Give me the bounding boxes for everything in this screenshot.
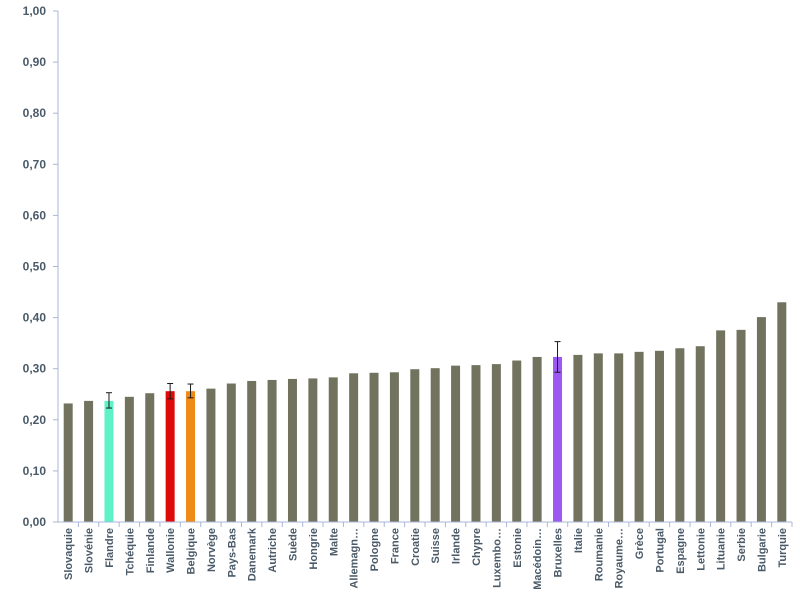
x-tick-label: Royaume… — [614, 528, 626, 589]
bar-10 — [247, 380, 257, 522]
x-tick-label: Belgique — [186, 528, 198, 574]
bar-6 — [165, 391, 175, 522]
x-tick-label: Irlande — [451, 528, 463, 564]
x-tick-label: Turquie — [777, 528, 789, 568]
bar-31 — [675, 348, 685, 522]
x-tick-label: Malte — [328, 528, 340, 556]
x-tick-label: Espagne — [675, 528, 687, 574]
bar-2 — [84, 400, 94, 522]
bar-34 — [736, 329, 746, 522]
bar-27 — [593, 353, 603, 522]
x-tick-label: Roumanie — [593, 528, 605, 581]
bar-21 — [471, 365, 481, 522]
bar-36 — [777, 302, 787, 522]
bar-22 — [491, 364, 501, 522]
x-tick-label: Suisse — [430, 528, 442, 563]
bar-9 — [226, 383, 236, 522]
x-tick-label: Danemark — [247, 527, 259, 581]
bar-19 — [430, 368, 440, 522]
bar-16 — [369, 372, 379, 522]
x-tick-label: Pologne — [369, 528, 381, 571]
x-tick-label: Portugal — [654, 528, 666, 573]
error-bars — [105, 341, 561, 409]
bar-33 — [716, 330, 726, 522]
x-tick-label: Slovénie — [84, 528, 96, 573]
x-tick-label: France — [389, 528, 401, 564]
x-axis-ticks: Slovaquie Slovénie Flandre Tchéquie Finlande… — [63, 522, 793, 590]
y-tick-label: 1,00 — [23, 4, 47, 18]
x-tick-label: Macédoin… — [532, 528, 544, 590]
y-tick-label: 0,40 — [23, 311, 47, 325]
y-tick-label: 0,90 — [23, 55, 47, 69]
bar-26 — [573, 354, 583, 522]
y-tick-label: 0,00 — [23, 515, 47, 529]
x-tick-label: Croatie — [410, 528, 422, 566]
error-bar — [187, 383, 194, 399]
x-tick-label: Tchéquie — [124, 528, 136, 575]
x-tick-label: Serbie — [736, 528, 748, 562]
error-bar — [167, 383, 174, 400]
x-tick-label: Pays-Bas — [226, 528, 238, 578]
bar-15 — [349, 373, 359, 522]
bar-25 — [553, 356, 563, 522]
bar-4 — [124, 396, 134, 522]
y-tick-label: 0,10 — [23, 464, 47, 478]
bar-5 — [145, 393, 155, 522]
x-tick-label: Lettonie — [695, 528, 707, 571]
x-tick-label: Luxembo… — [491, 528, 503, 588]
x-tick-label: Lituanie — [716, 528, 728, 570]
y-tick-label: 0,30 — [23, 362, 47, 376]
bar-32 — [695, 346, 705, 522]
y-tick-label: 0,50 — [23, 260, 47, 274]
x-tick-label: Hongrie — [308, 528, 320, 570]
bar-13 — [308, 378, 318, 522]
bar-3 — [104, 400, 114, 522]
x-tick-label: Estonie — [512, 528, 524, 568]
x-tick-label: Bulgarie — [756, 528, 768, 572]
y-tick-label: 0,80 — [23, 106, 47, 120]
x-tick-label: Slovaquie — [63, 528, 75, 580]
bar-18 — [410, 369, 420, 522]
x-tick-label: Bruxelles — [553, 528, 565, 578]
bar-29 — [634, 351, 644, 522]
y-axis-ticks: 0,00 0,10 0,20 0,30 0,40 0,50 0,60 0,70 0,80 0,90… — [23, 4, 58, 529]
error-bar — [105, 392, 112, 409]
x-tick-label: Norvège — [206, 528, 218, 572]
y-tick-label: 0,20 — [23, 413, 47, 427]
bar-11 — [267, 379, 277, 522]
bar-30 — [654, 350, 664, 522]
error-bar — [554, 341, 561, 373]
bar-24 — [532, 356, 542, 522]
bar-12 — [287, 378, 297, 522]
bar-14 — [328, 377, 338, 522]
x-tick-label: Autriche — [267, 528, 279, 573]
y-tick-label: 0,70 — [23, 157, 47, 171]
x-tick-label: Finlande — [145, 528, 157, 573]
bars — [63, 302, 787, 522]
x-tick-label: Italie — [573, 528, 585, 553]
bar-35 — [756, 317, 766, 522]
bar-28 — [614, 353, 624, 522]
bar-17 — [389, 372, 399, 522]
bar-7 — [186, 391, 196, 522]
x-tick-label: Chypre — [471, 528, 483, 566]
x-tick-label: Suède — [287, 528, 299, 561]
bar-23 — [512, 360, 522, 522]
x-tick-label: Flandre — [104, 528, 116, 568]
bar-20 — [451, 365, 461, 522]
x-tick-label: Wallonie — [165, 528, 177, 573]
x-tick-label: Grèce — [634, 528, 646, 559]
bar-8 — [206, 388, 216, 522]
y-tick-label: 0,60 — [23, 208, 47, 222]
x-tick-label: Allemagn… — [349, 528, 361, 589]
bar-1 — [63, 403, 73, 522]
